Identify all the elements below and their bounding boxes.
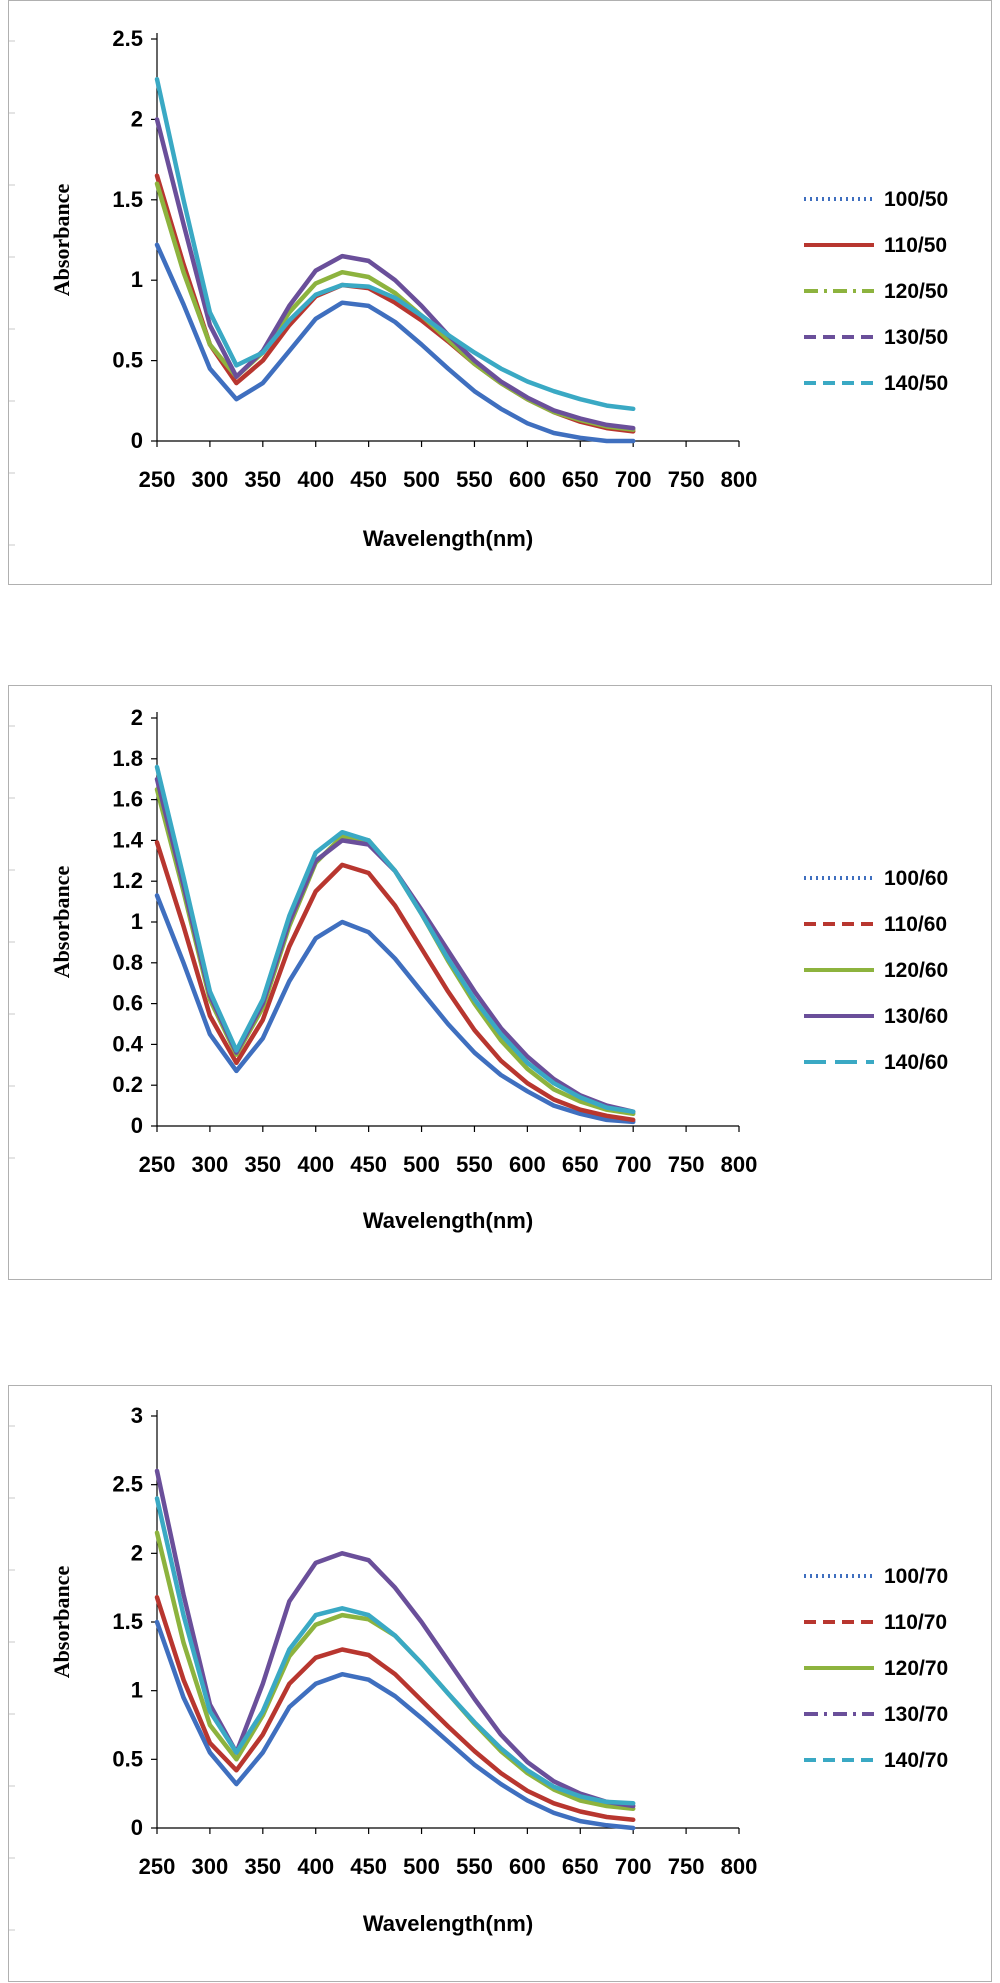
x-axis-label: Wavelength(nm) xyxy=(363,1208,533,1233)
x-tick-label: 800 xyxy=(721,467,758,492)
legend-label: 130/60 xyxy=(884,1005,948,1028)
legend-label: 130/70 xyxy=(884,1703,948,1726)
y-tick-label: 0 xyxy=(131,1113,143,1138)
legend-label: 100/50 xyxy=(884,188,948,211)
y-tick-label: 0.4 xyxy=(112,1031,143,1056)
x-axis-label: Wavelength(nm) xyxy=(363,1911,533,1936)
x-tick-label: 450 xyxy=(350,1152,387,1177)
y-tick-label: 1 xyxy=(131,1678,143,1703)
x-tick-label: 550 xyxy=(456,467,493,492)
chart-panel-1: 0 0.5 1 1.5 2 2.5 250 300 350 400 450 500 550 600 650 7… xyxy=(8,0,992,585)
chart-3-svg: 0 0.5 1 1.5 2 2.5 3 250 300 350 400 450 500 550 600 650… xyxy=(9,1403,948,1936)
series-line-100-60 xyxy=(154,893,636,1125)
y-tick-label: 2 xyxy=(131,705,143,730)
legend-label: 120/70 xyxy=(884,1657,948,1680)
legend-label: 110/60 xyxy=(884,913,947,936)
x-tick-label: 400 xyxy=(297,467,334,492)
x-tick-label: 750 xyxy=(668,467,705,492)
y-tick-label: 0.8 xyxy=(112,950,143,975)
x-tick-label: 250 xyxy=(139,1152,176,1177)
y-axis-label: Absorbance xyxy=(49,184,74,297)
x-tick-label: 550 xyxy=(456,1854,493,1879)
x-tick-label: 350 xyxy=(244,1854,281,1879)
x-tick-label: 350 xyxy=(244,467,281,492)
x-tick-label: 500 xyxy=(403,467,440,492)
x-tick-label: 300 xyxy=(192,1152,229,1177)
series-line-110-70 xyxy=(154,1595,636,1823)
x-tick-label: 350 xyxy=(244,1152,281,1177)
legend-label: 100/70 xyxy=(884,1565,948,1588)
x-tick-label: 450 xyxy=(350,467,387,492)
series-line-120-70 xyxy=(154,1530,636,1812)
x-tick-label: 700 xyxy=(615,467,652,492)
legend-label: 120/60 xyxy=(884,959,948,982)
x-tick-label: 500 xyxy=(403,1854,440,1879)
x-tick-label: 750 xyxy=(668,1152,705,1177)
y-axis-label: Absorbance xyxy=(49,1566,74,1679)
y-axis-label: Absorbance xyxy=(49,866,74,979)
y-tick-label: 1 xyxy=(131,909,143,934)
series-line-120-60 xyxy=(154,787,636,1117)
legend-label: 120/50 xyxy=(884,280,948,303)
series-line-110-60 xyxy=(154,840,636,1123)
legend-label: 100/60 xyxy=(884,867,948,890)
x-tick-label: 800 xyxy=(721,1152,758,1177)
x-axis-label: Wavelength(nm) xyxy=(363,526,533,551)
x-tick-label: 650 xyxy=(562,467,599,492)
y-tick-label: 0 xyxy=(131,1815,143,1840)
x-tick-label: 700 xyxy=(615,1152,652,1177)
x-tick-label: 700 xyxy=(615,1854,652,1879)
x-tick-label: 800 xyxy=(721,1854,758,1879)
x-tick-label: 600 xyxy=(509,467,546,492)
x-tick-label: 650 xyxy=(562,1152,599,1177)
legend-label: 110/70 xyxy=(884,1611,947,1634)
y-tick-label: 0.5 xyxy=(112,1746,143,1771)
legend-label: 140/60 xyxy=(884,1051,948,1074)
legend-label: 140/70 xyxy=(884,1749,948,1772)
y-tick-label: 1.6 xyxy=(112,787,143,812)
y-tick-label: 1.5 xyxy=(112,1609,143,1634)
y-tick-label: 2.5 xyxy=(112,1472,143,1497)
chart-1-svg: 0 0.5 1 1.5 2 2.5 250 300 350 400 450 500 550 600 650 7… xyxy=(9,26,948,551)
chart-2-svg: 0 0.2 0.4 0.6 0.8 1 1.2 1.4 1.6 1.8 2 250 300 350 400 4… xyxy=(9,705,948,1233)
y-tick-label: 1.4 xyxy=(112,827,143,852)
y-tick-label: 2 xyxy=(131,106,143,131)
x-tick-label: 400 xyxy=(297,1152,334,1177)
y-tick-label: 1.5 xyxy=(112,187,143,212)
series-line-140-70 xyxy=(154,1496,636,1806)
series-line-130-50 xyxy=(154,117,636,431)
y-tick-label: 2 xyxy=(131,1540,143,1565)
x-tick-label: 600 xyxy=(509,1854,546,1879)
y-tick-label: 3 xyxy=(131,1403,143,1428)
x-tick-label: 400 xyxy=(297,1854,334,1879)
x-tick-label: 650 xyxy=(562,1854,599,1879)
x-tick-label: 450 xyxy=(350,1854,387,1879)
series-line-140-60 xyxy=(154,764,636,1114)
y-tick-label: 0.6 xyxy=(112,991,143,1016)
x-tick-label: 550 xyxy=(456,1152,493,1177)
y-tick-label: 1 xyxy=(131,267,143,292)
legend-label: 110/50 xyxy=(884,234,947,257)
series-line-140-50 xyxy=(154,76,636,412)
legend-label: 130/50 xyxy=(884,326,948,349)
x-tick-label: 300 xyxy=(192,467,229,492)
y-tick-label: 1.2 xyxy=(112,868,143,893)
x-tick-label: 250 xyxy=(139,467,176,492)
y-tick-label: 1.8 xyxy=(112,746,143,771)
legend-label: 140/50 xyxy=(884,372,948,395)
x-tick-label: 250 xyxy=(139,1854,176,1879)
x-tick-label: 750 xyxy=(668,1854,705,1879)
y-tick-label: 0 xyxy=(131,428,143,453)
chart-panel-3: 0 0.5 1 1.5 2 2.5 3 250 300 350 400 450 500 550 600 650… xyxy=(8,1385,992,1982)
series-line-100-70 xyxy=(154,1619,636,1831)
x-tick-label: 300 xyxy=(192,1854,229,1879)
y-tick-label: 0.5 xyxy=(112,348,143,373)
chart-panel-2: 0 0.2 0.4 0.6 0.8 1 1.2 1.4 1.6 1.8 2 250 300 350 400 4… xyxy=(8,685,992,1280)
y-tick-label: 0.2 xyxy=(112,1072,143,1097)
y-tick-label: 2.5 xyxy=(112,26,143,51)
series-line-100-50 xyxy=(154,242,636,444)
x-tick-label: 500 xyxy=(403,1152,440,1177)
x-tick-label: 600 xyxy=(509,1152,546,1177)
